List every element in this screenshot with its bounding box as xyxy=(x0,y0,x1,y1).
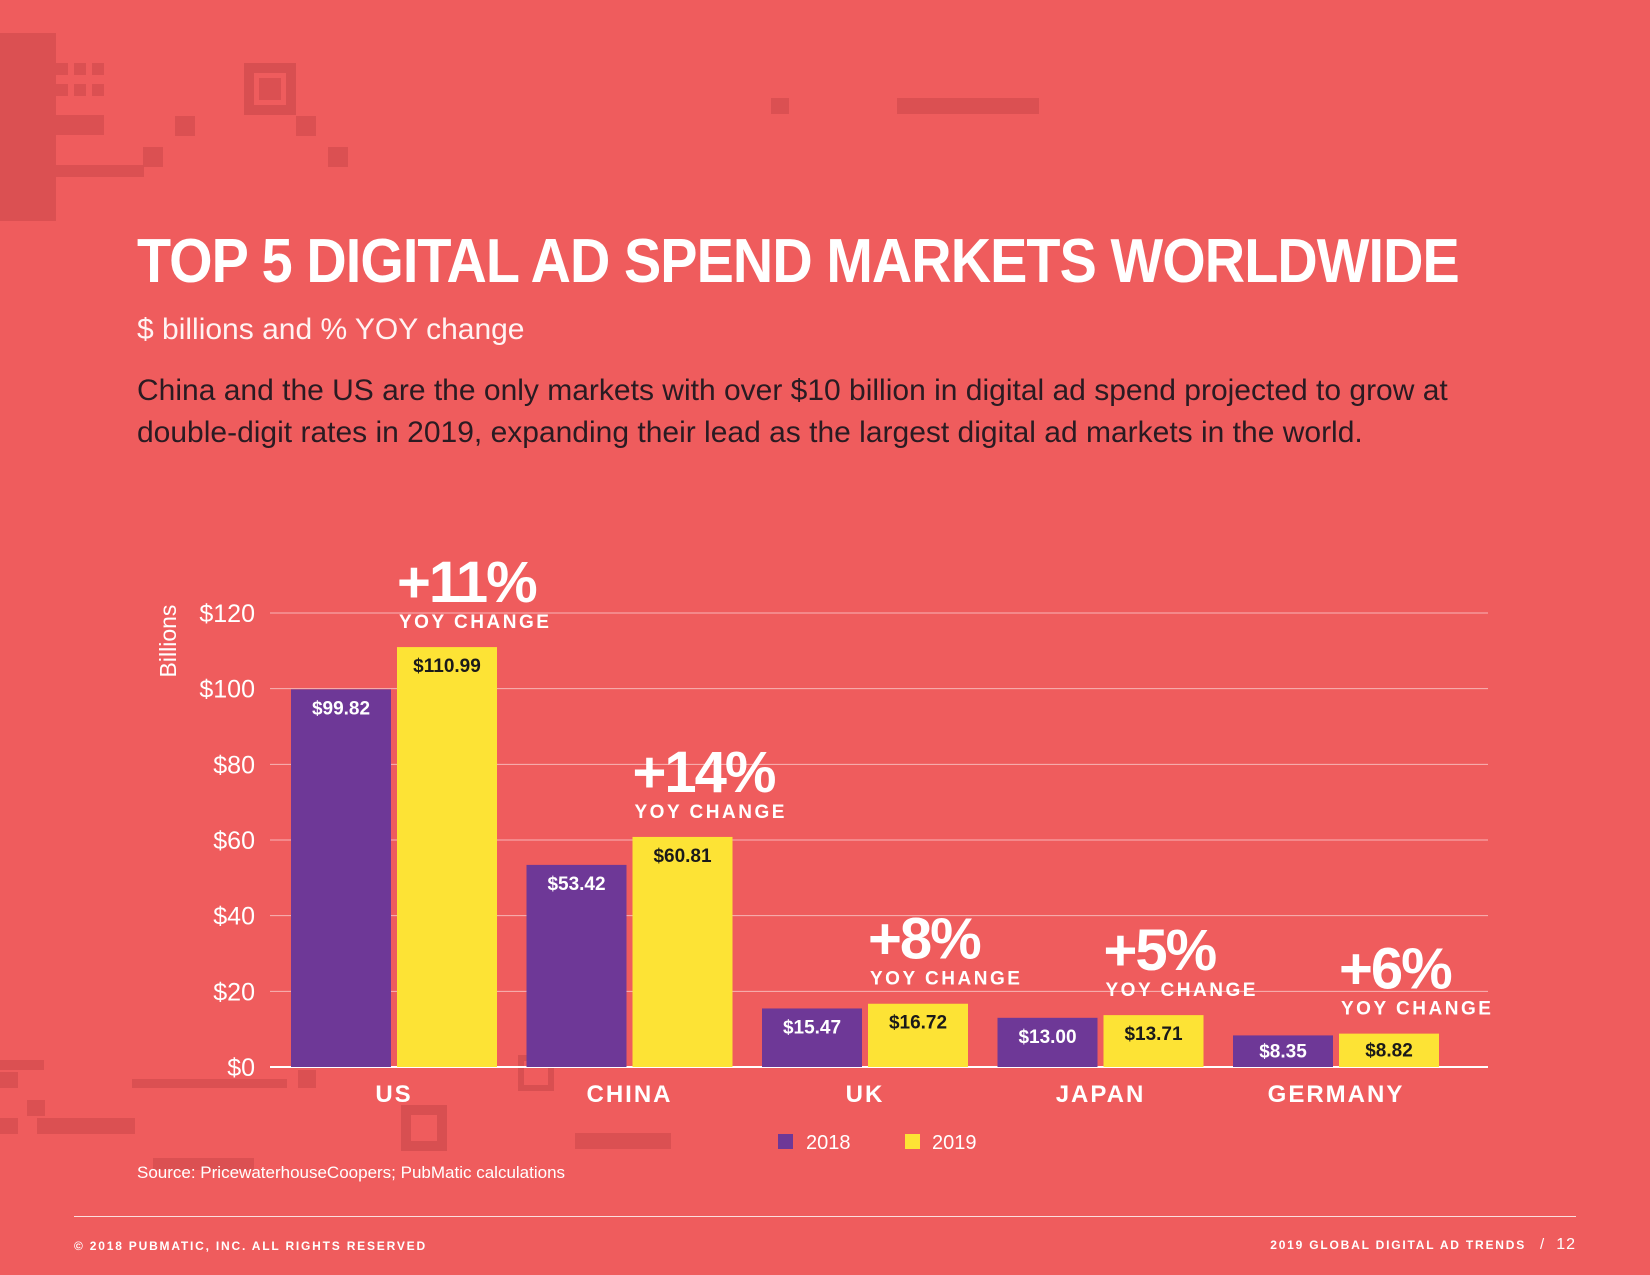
decorative-block xyxy=(328,147,348,167)
decorative-block xyxy=(296,116,316,136)
yoy-change-value: +11% xyxy=(397,550,537,615)
bar-value-label: $110.99 xyxy=(413,656,481,677)
bar-value-label: $16.72 xyxy=(889,1013,947,1034)
y-tick-label: $100 xyxy=(199,676,255,704)
page-number: 12 xyxy=(1556,1236,1576,1253)
bar-value-label: $60.81 xyxy=(653,846,712,867)
y-tick-label: $40 xyxy=(213,903,255,931)
yoy-change-value: +6% xyxy=(1339,937,1452,1002)
bar-2019 xyxy=(1103,1015,1204,1067)
y-tick-label: $60 xyxy=(213,827,255,855)
yoy-caption: YOY CHANGE xyxy=(1106,980,1258,1001)
legend-label-2019: 2019 xyxy=(932,1132,977,1154)
decorative-block xyxy=(0,33,56,221)
decorative-block xyxy=(56,63,68,75)
yoy-caption: YOY CHANGE xyxy=(1341,999,1493,1020)
decorative-block xyxy=(153,1158,254,1170)
source-note: Source: PricewaterhouseCoopers; PubMatic… xyxy=(137,1163,566,1182)
bar-2019 xyxy=(1339,1033,1439,1067)
yoy-change-value: +5% xyxy=(1104,918,1217,983)
bar-2018 xyxy=(291,689,391,1067)
decorative-block xyxy=(132,1079,287,1088)
y-tick-label: $80 xyxy=(213,751,255,779)
x-category-label: CHINA xyxy=(587,1081,673,1108)
x-category-label: JAPAN xyxy=(1056,1081,1146,1108)
decorative-square xyxy=(401,1105,447,1151)
decorative-block xyxy=(37,1118,135,1134)
bar-value-label: $13.71 xyxy=(1124,1024,1183,1045)
yoy-change-value: +8% xyxy=(868,907,981,972)
yoy-change-value: +14% xyxy=(633,740,776,805)
page-title: TOP 5 DIGITAL AD SPEND MARKETS WORLDWIDE xyxy=(137,227,1460,296)
footer-right: 2019 GLOBAL DIGITAL AD TRENDS / 12 xyxy=(1270,1236,1576,1254)
bar-2019 xyxy=(632,836,733,1067)
legend-swatch-2018 xyxy=(778,1134,793,1149)
decorative-block xyxy=(143,147,163,167)
footer-report-title: 2019 GLOBAL DIGITAL AD TRENDS xyxy=(1270,1238,1527,1252)
y-tick-label: $120 xyxy=(199,600,255,628)
footer-divider xyxy=(74,1216,1576,1217)
bar-value-label: $8.35 xyxy=(1259,1041,1307,1062)
yoy-caption: YOY CHANGE xyxy=(870,969,1022,990)
decorative-block xyxy=(0,1060,44,1070)
decorative-block xyxy=(0,1118,18,1134)
y-tick-label: $20 xyxy=(213,978,255,1006)
bar-value-label: $53.42 xyxy=(547,874,605,895)
decorative-block xyxy=(897,98,1039,114)
decorative-block xyxy=(56,115,104,135)
legend-label-2018: 2018 xyxy=(806,1132,851,1154)
bar-value-label: $8.82 xyxy=(1365,1041,1413,1062)
y-axis-label: Billions xyxy=(155,605,181,678)
decorative-block xyxy=(259,78,281,100)
decorative-block xyxy=(92,63,104,75)
decorative-block xyxy=(92,84,104,96)
y-tick-label: $0 xyxy=(227,1054,255,1082)
x-category-label: GERMANY xyxy=(1268,1081,1405,1108)
bar-2018 xyxy=(1233,1035,1333,1067)
yoy-caption: YOY CHANGE xyxy=(635,802,787,823)
bar-2018 xyxy=(526,864,627,1067)
decorative-block xyxy=(175,116,195,136)
decorative-block xyxy=(575,1133,671,1149)
decorative-block xyxy=(56,165,144,177)
decorative-block xyxy=(74,63,86,75)
decorative-block xyxy=(56,84,68,96)
bar-value-label: $13.00 xyxy=(1018,1027,1076,1048)
decorative-block xyxy=(298,1070,316,1088)
decorative-block xyxy=(27,1100,45,1116)
bar-2018 xyxy=(997,1017,1098,1067)
decorative-block xyxy=(771,98,789,114)
decorative-block xyxy=(74,84,86,96)
footer-separator: / xyxy=(1540,1236,1545,1253)
bar-value-label: $99.82 xyxy=(312,698,370,719)
bar-2018 xyxy=(762,1008,862,1067)
bar-2019 xyxy=(397,647,497,1067)
page-subtitle: $ billions and % YOY change xyxy=(137,313,525,346)
x-category-label: UK xyxy=(846,1081,885,1108)
decorative-square xyxy=(244,63,296,115)
x-category-label: US xyxy=(375,1081,412,1108)
decorative-block xyxy=(0,1072,18,1088)
chart-description: China and the US are the only markets wi… xyxy=(137,374,1448,449)
yoy-caption: YOY CHANGE xyxy=(399,612,551,633)
bar-value-label: $15.47 xyxy=(783,1017,841,1038)
footer-copyright: © 2018 PUBMATIC, INC. ALL RIGHTS RESERVE… xyxy=(74,1239,427,1253)
bar-2019 xyxy=(868,1003,968,1067)
legend-swatch-2019 xyxy=(905,1134,920,1149)
